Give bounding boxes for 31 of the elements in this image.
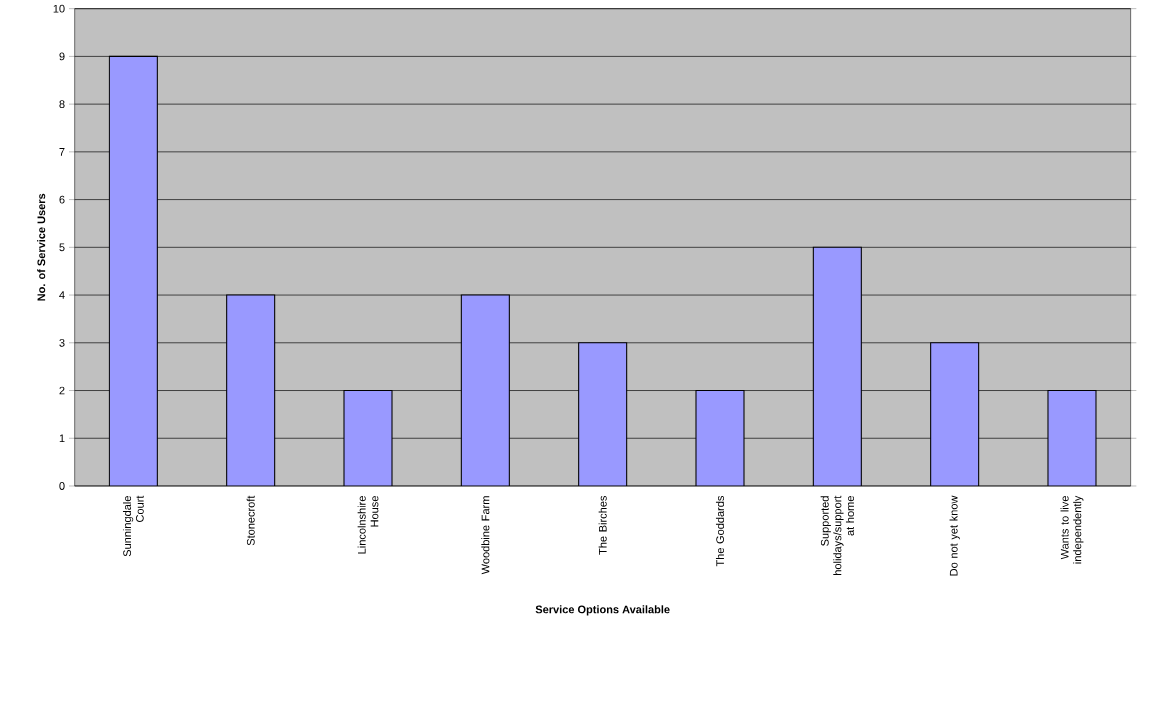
x-tick-label: The Goddards bbox=[715, 496, 725, 567]
y-tick-label: 8 bbox=[59, 100, 65, 109]
y-tick-label: 2 bbox=[59, 386, 65, 395]
x-tick-label: Supported holidays/support at home bbox=[820, 495, 855, 575]
y-tick-label: 0 bbox=[59, 482, 65, 490]
bar bbox=[226, 294, 276, 486]
y-tick-label: 5 bbox=[59, 243, 65, 252]
x-tick-label: Stonecroft bbox=[246, 495, 255, 546]
y-tick-label: 4 bbox=[59, 291, 65, 299]
x-tick-label: Wants to live independently bbox=[1060, 495, 1084, 564]
bar bbox=[343, 389, 393, 486]
x-tick-label: Do not yet know bbox=[949, 495, 960, 576]
x-tick-label: Woodbine Farm bbox=[481, 496, 490, 575]
x-axis-title: Service Options Available bbox=[535, 605, 670, 616]
y-tick-label: 10 bbox=[53, 4, 65, 13]
x-tick-label: Sunningdale Court bbox=[122, 495, 144, 557]
y-tick-label: 1 bbox=[59, 434, 65, 443]
bar bbox=[108, 55, 158, 486]
bar bbox=[695, 389, 745, 486]
y-tick-label: 3 bbox=[59, 338, 65, 347]
y-tick-label: 9 bbox=[59, 52, 65, 61]
y-tick-label: 7 bbox=[59, 148, 65, 156]
x-tick-label: The Birches bbox=[598, 496, 607, 555]
bar bbox=[812, 246, 862, 486]
bar bbox=[460, 294, 510, 486]
y-axis-title: No. of Service Users bbox=[37, 193, 46, 301]
bar bbox=[930, 342, 980, 486]
y-tick-label: 6 bbox=[59, 195, 65, 204]
x-tick-label: Lincolnshire House bbox=[357, 496, 379, 554]
bar bbox=[578, 342, 628, 486]
bar bbox=[1047, 389, 1097, 486]
